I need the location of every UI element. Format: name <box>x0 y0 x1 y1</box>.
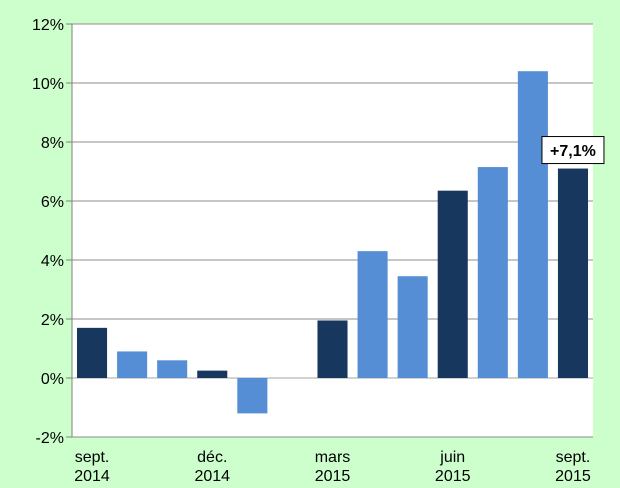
y-tick-label: 2% <box>41 312 64 329</box>
callout-box <box>541 136 605 165</box>
x-tick-label: sept. 2014 <box>74 449 110 485</box>
bar <box>477 167 508 378</box>
y-tick-label: 0% <box>41 371 64 388</box>
bar <box>317 320 348 378</box>
bar <box>77 327 108 378</box>
x-tick-label: mars 2015 <box>315 449 351 485</box>
y-tick-label: 12% <box>32 17 64 34</box>
bar <box>437 190 468 378</box>
y-tick-label: 4% <box>41 253 64 270</box>
y-tick-label: 6% <box>41 194 64 211</box>
y-axis-ticks: -2% 0% 2% 4% 6% 8% 10% 12% <box>32 17 72 447</box>
value-callout: +7,1% <box>541 136 605 165</box>
bar <box>517 71 548 378</box>
callout-label: +7,1% <box>550 143 596 160</box>
bar <box>397 276 428 378</box>
y-tick-label: -2% <box>36 430 64 447</box>
bar <box>157 360 188 378</box>
x-tick-label: déc. 2014 <box>194 449 230 485</box>
bar <box>557 168 588 378</box>
bar <box>197 370 228 378</box>
y-tick-label: 10% <box>32 76 64 93</box>
x-axis-ticks: sept. 2014 déc. 2014 mars 2015 juin 2015 sept. 20… <box>74 449 591 485</box>
bar <box>357 251 388 378</box>
x-tick-label: sept. 2015 <box>555 449 591 485</box>
bar <box>237 378 268 414</box>
x-tick-label: juin 2015 <box>435 449 471 485</box>
bar <box>117 351 148 378</box>
bars <box>77 71 588 414</box>
y-tick-label: 8% <box>41 135 64 152</box>
